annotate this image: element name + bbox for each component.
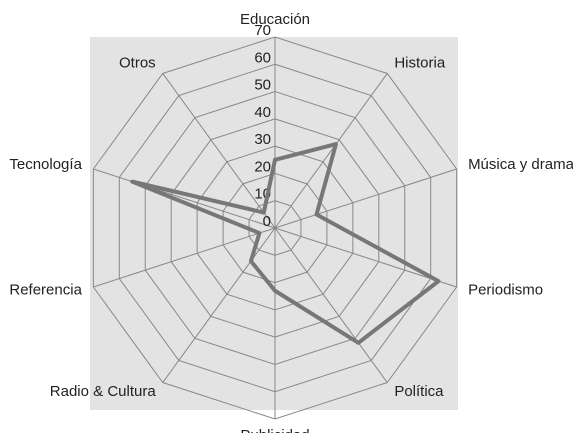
axis-spoke bbox=[93, 168, 276, 229]
axis-spoke bbox=[274, 227, 388, 383]
axis-spoke bbox=[93, 227, 276, 288]
axis-spoke bbox=[274, 73, 388, 229]
tick-label: 40 bbox=[254, 104, 271, 121]
category-label: Radio & Cultura bbox=[50, 383, 157, 400]
category-label: Tecnología bbox=[9, 156, 82, 173]
axis-spoke bbox=[274, 168, 457, 229]
category-label: Política bbox=[394, 383, 444, 400]
plot-background bbox=[90, 37, 458, 410]
data-line bbox=[130, 142, 441, 345]
category-label: Música y drama bbox=[468, 156, 573, 173]
category-label: Publicidad bbox=[240, 427, 309, 433]
category-label: Historia bbox=[394, 55, 446, 72]
tick-label: 60 bbox=[254, 49, 271, 66]
tick-label: 30 bbox=[254, 131, 271, 148]
category-label: Periodismo bbox=[468, 282, 543, 299]
category-label: Referencia bbox=[9, 282, 82, 299]
tick-label: 50 bbox=[254, 77, 271, 94]
tick-label: 0 bbox=[263, 213, 271, 230]
tick-label: 20 bbox=[254, 158, 271, 175]
axis-spoke bbox=[274, 227, 457, 288]
category-label: Educación bbox=[240, 11, 310, 28]
tick-label: 70 bbox=[254, 22, 271, 39]
axis-spoke bbox=[162, 227, 276, 383]
category-label: Otros bbox=[119, 55, 156, 72]
axis-spoke bbox=[162, 73, 276, 229]
